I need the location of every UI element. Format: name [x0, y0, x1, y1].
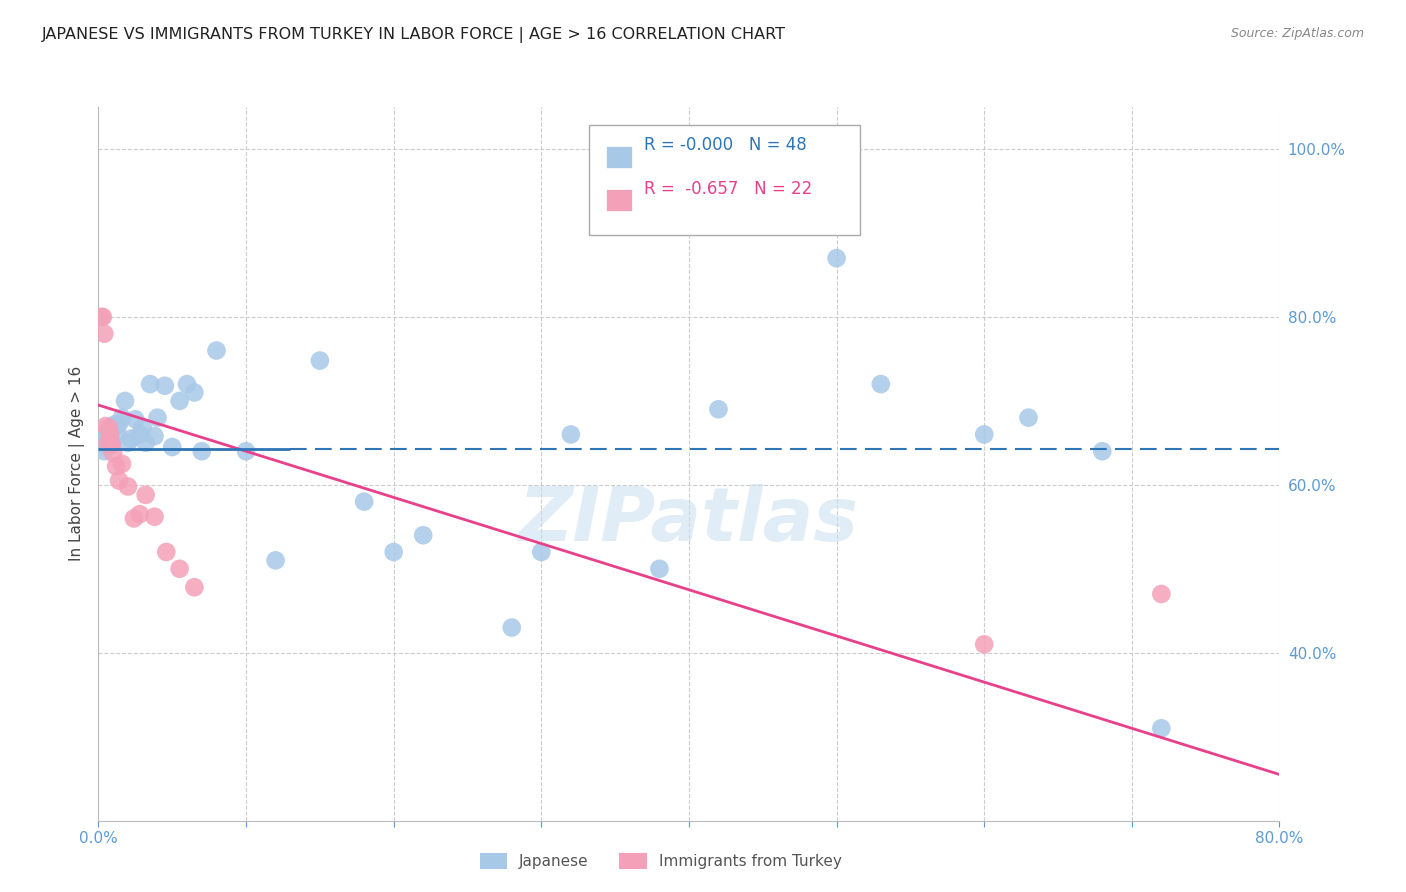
- Point: [98, 432, 121, 446]
- Point: [235, 444, 257, 458]
- Point: [1017, 410, 1039, 425]
- Point: [93, 444, 115, 458]
- Point: [382, 545, 405, 559]
- Point: [183, 580, 205, 594]
- Point: [501, 621, 523, 635]
- Point: [105, 459, 128, 474]
- Legend: Japanese, Immigrants from Turkey: Japanese, Immigrants from Turkey: [474, 847, 848, 875]
- Point: [132, 421, 155, 435]
- Point: [146, 410, 169, 425]
- Point: [96, 435, 118, 450]
- Point: [117, 435, 139, 450]
- Point: [1150, 721, 1173, 735]
- Point: [105, 419, 128, 434]
- Text: JAPANESE VS IMMIGRANTS FROM TURKEY IN LABOR FORCE | AGE > 16 CORRELATION CHART: JAPANESE VS IMMIGRANTS FROM TURKEY IN LA…: [42, 27, 786, 43]
- Point: [825, 251, 848, 265]
- Point: [973, 637, 995, 651]
- Point: [139, 377, 162, 392]
- Point: [155, 545, 177, 559]
- Point: [530, 545, 553, 559]
- Point: [97, 427, 120, 442]
- Y-axis label: In Labor Force | Age > 16: In Labor Force | Age > 16: [69, 367, 86, 561]
- Point: [169, 562, 191, 576]
- Point: [176, 377, 198, 392]
- Point: [135, 435, 157, 450]
- Text: ZIPatlas: ZIPatlas: [519, 484, 859, 558]
- Point: [91, 432, 114, 446]
- Point: [100, 437, 122, 451]
- Point: [353, 494, 375, 508]
- Point: [707, 402, 730, 417]
- Text: R = -0.000   N = 48: R = -0.000 N = 48: [644, 136, 807, 153]
- Point: [183, 385, 205, 400]
- Text: Source: ZipAtlas.com: Source: ZipAtlas.com: [1230, 27, 1364, 40]
- Point: [91, 310, 114, 324]
- Point: [120, 432, 142, 446]
- Point: [104, 417, 127, 432]
- Point: [96, 440, 118, 454]
- Point: [90, 435, 112, 450]
- Point: [114, 393, 136, 408]
- Point: [1150, 587, 1173, 601]
- Point: [107, 427, 129, 442]
- Point: [162, 440, 183, 454]
- Point: [264, 553, 287, 567]
- Point: [143, 509, 166, 524]
- Point: [560, 427, 582, 442]
- Point: [153, 378, 176, 392]
- Point: [128, 507, 150, 521]
- Point: [309, 353, 332, 368]
- Point: [169, 393, 191, 408]
- Point: [1091, 444, 1114, 458]
- Point: [94, 427, 117, 442]
- Point: [108, 474, 131, 488]
- Point: [124, 412, 146, 426]
- Point: [143, 429, 166, 443]
- Point: [648, 562, 671, 576]
- Point: [94, 419, 117, 434]
- Point: [103, 446, 125, 460]
- Point: [108, 417, 131, 431]
- FancyBboxPatch shape: [606, 146, 633, 168]
- FancyBboxPatch shape: [589, 125, 860, 235]
- Point: [869, 377, 891, 392]
- Point: [412, 528, 434, 542]
- Point: [111, 457, 134, 471]
- Point: [973, 427, 995, 442]
- Point: [100, 437, 122, 451]
- Point: [111, 410, 134, 425]
- FancyBboxPatch shape: [606, 189, 633, 211]
- Point: [97, 421, 120, 435]
- Point: [90, 310, 112, 324]
- Point: [128, 427, 150, 442]
- Point: [122, 511, 145, 525]
- Point: [135, 488, 157, 502]
- Point: [103, 421, 125, 435]
- Point: [191, 444, 214, 458]
- Point: [98, 427, 121, 442]
- Text: R =  -0.657   N = 22: R = -0.657 N = 22: [644, 180, 813, 198]
- Point: [117, 479, 139, 493]
- Point: [93, 326, 115, 341]
- Point: [205, 343, 228, 358]
